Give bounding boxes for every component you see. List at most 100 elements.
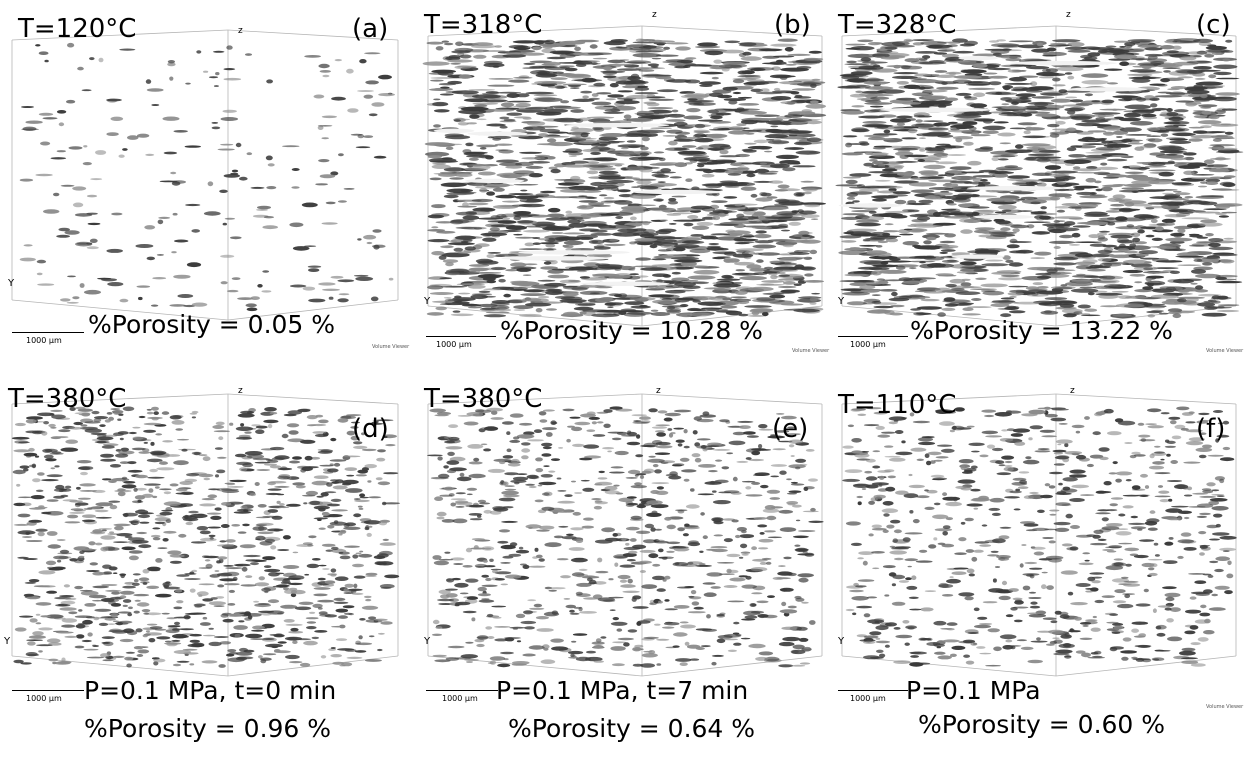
pore	[933, 192, 953, 196]
pore	[793, 192, 805, 197]
pressure-time-caption: P=0.1 MPa, t=0 min	[84, 676, 337, 705]
pore	[185, 521, 194, 526]
volume-box-edge	[227, 393, 399, 405]
pore	[803, 57, 821, 62]
pore	[508, 79, 530, 83]
pore	[1153, 64, 1183, 68]
pore	[851, 210, 876, 213]
pore	[1170, 86, 1187, 90]
pore	[522, 263, 538, 266]
pore	[113, 523, 131, 527]
pore	[788, 221, 801, 226]
pore	[811, 78, 821, 81]
pore	[127, 461, 137, 465]
pore	[1007, 175, 1030, 179]
pore	[475, 243, 490, 248]
pore	[1116, 136, 1123, 138]
pore	[787, 53, 811, 57]
pore	[472, 102, 499, 105]
pore	[870, 105, 884, 108]
pore	[683, 429, 688, 434]
pore	[156, 254, 164, 256]
pore	[639, 152, 650, 156]
panel-letter: (c)	[1196, 10, 1231, 40]
pore	[567, 301, 583, 304]
scale-bar-label: 1000 µm	[26, 336, 62, 345]
pore	[777, 188, 801, 192]
pore	[496, 308, 512, 312]
pore	[364, 52, 381, 55]
pore	[868, 171, 894, 174]
pore	[1053, 220, 1060, 223]
pore	[784, 114, 803, 118]
pore	[105, 547, 120, 551]
pore	[910, 189, 935, 193]
pore	[295, 485, 306, 489]
pore	[84, 289, 101, 295]
pore	[1138, 189, 1166, 192]
pore	[723, 638, 738, 641]
pore	[76, 460, 92, 464]
pore	[733, 108, 760, 111]
pore	[998, 277, 1022, 281]
crack-sheet	[838, 203, 902, 208]
pore	[199, 622, 211, 626]
pore	[28, 519, 43, 523]
pore	[504, 488, 517, 491]
pore	[466, 164, 492, 167]
pore	[351, 592, 364, 595]
pore	[88, 541, 96, 546]
pore	[734, 290, 748, 295]
pore	[565, 73, 592, 79]
pore	[306, 626, 317, 630]
pore	[927, 44, 943, 49]
pore	[253, 600, 260, 603]
pore	[896, 122, 905, 126]
pore	[858, 115, 885, 119]
pore	[266, 186, 277, 190]
pore	[1205, 233, 1214, 237]
pore	[79, 483, 96, 487]
pore	[978, 234, 994, 238]
pore	[1221, 211, 1237, 214]
pore	[780, 256, 810, 259]
pore	[118, 450, 135, 455]
pore	[138, 451, 151, 454]
pore	[711, 200, 728, 204]
pore	[352, 563, 364, 568]
pore	[645, 288, 666, 291]
pore	[127, 537, 145, 541]
pore	[692, 299, 701, 303]
pore	[990, 150, 1019, 155]
pore	[629, 273, 639, 276]
pore	[118, 413, 124, 416]
pore	[876, 51, 899, 54]
pore	[1085, 177, 1097, 183]
pore	[23, 452, 38, 457]
pore	[372, 244, 386, 248]
pore	[202, 634, 216, 637]
pore	[501, 490, 519, 496]
pore	[543, 261, 552, 265]
pore	[651, 264, 677, 267]
pore	[318, 527, 326, 530]
pore	[690, 234, 704, 237]
pore	[216, 456, 227, 459]
pore	[652, 299, 681, 305]
pore	[1191, 226, 1199, 229]
pore	[128, 520, 139, 524]
pore	[656, 486, 664, 490]
pore	[725, 229, 736, 233]
pore	[331, 509, 348, 512]
pore	[525, 165, 544, 169]
pore	[1160, 78, 1170, 83]
pore	[81, 89, 92, 92]
pore	[1144, 95, 1155, 99]
pore	[50, 409, 63, 412]
pore	[758, 252, 780, 256]
pore	[306, 415, 318, 420]
pore	[1147, 314, 1156, 318]
pore	[549, 50, 575, 55]
pore	[358, 553, 373, 558]
temperature-label: T=318°C	[424, 10, 543, 40]
